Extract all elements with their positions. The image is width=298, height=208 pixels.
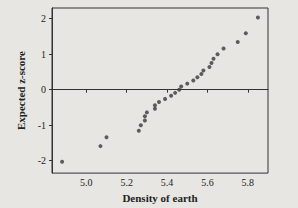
- svg-text:Expected z-score: Expected z-score: [15, 51, 27, 130]
- svg-text:5.4: 5.4: [161, 177, 174, 188]
- svg-text:Density of earth: Density of earth: [122, 192, 197, 204]
- svg-text:5.6: 5.6: [201, 177, 214, 188]
- svg-text:5.2: 5.2: [120, 177, 132, 188]
- svg-text:-2: -2: [38, 155, 46, 166]
- svg-text:-1: -1: [38, 120, 46, 131]
- svg-text:0: 0: [41, 84, 46, 95]
- svg-text:5.0: 5.0: [80, 177, 93, 188]
- svg-text:5.8: 5.8: [242, 177, 255, 188]
- svg-text:1: 1: [41, 49, 46, 60]
- svg-text:2: 2: [41, 13, 46, 24]
